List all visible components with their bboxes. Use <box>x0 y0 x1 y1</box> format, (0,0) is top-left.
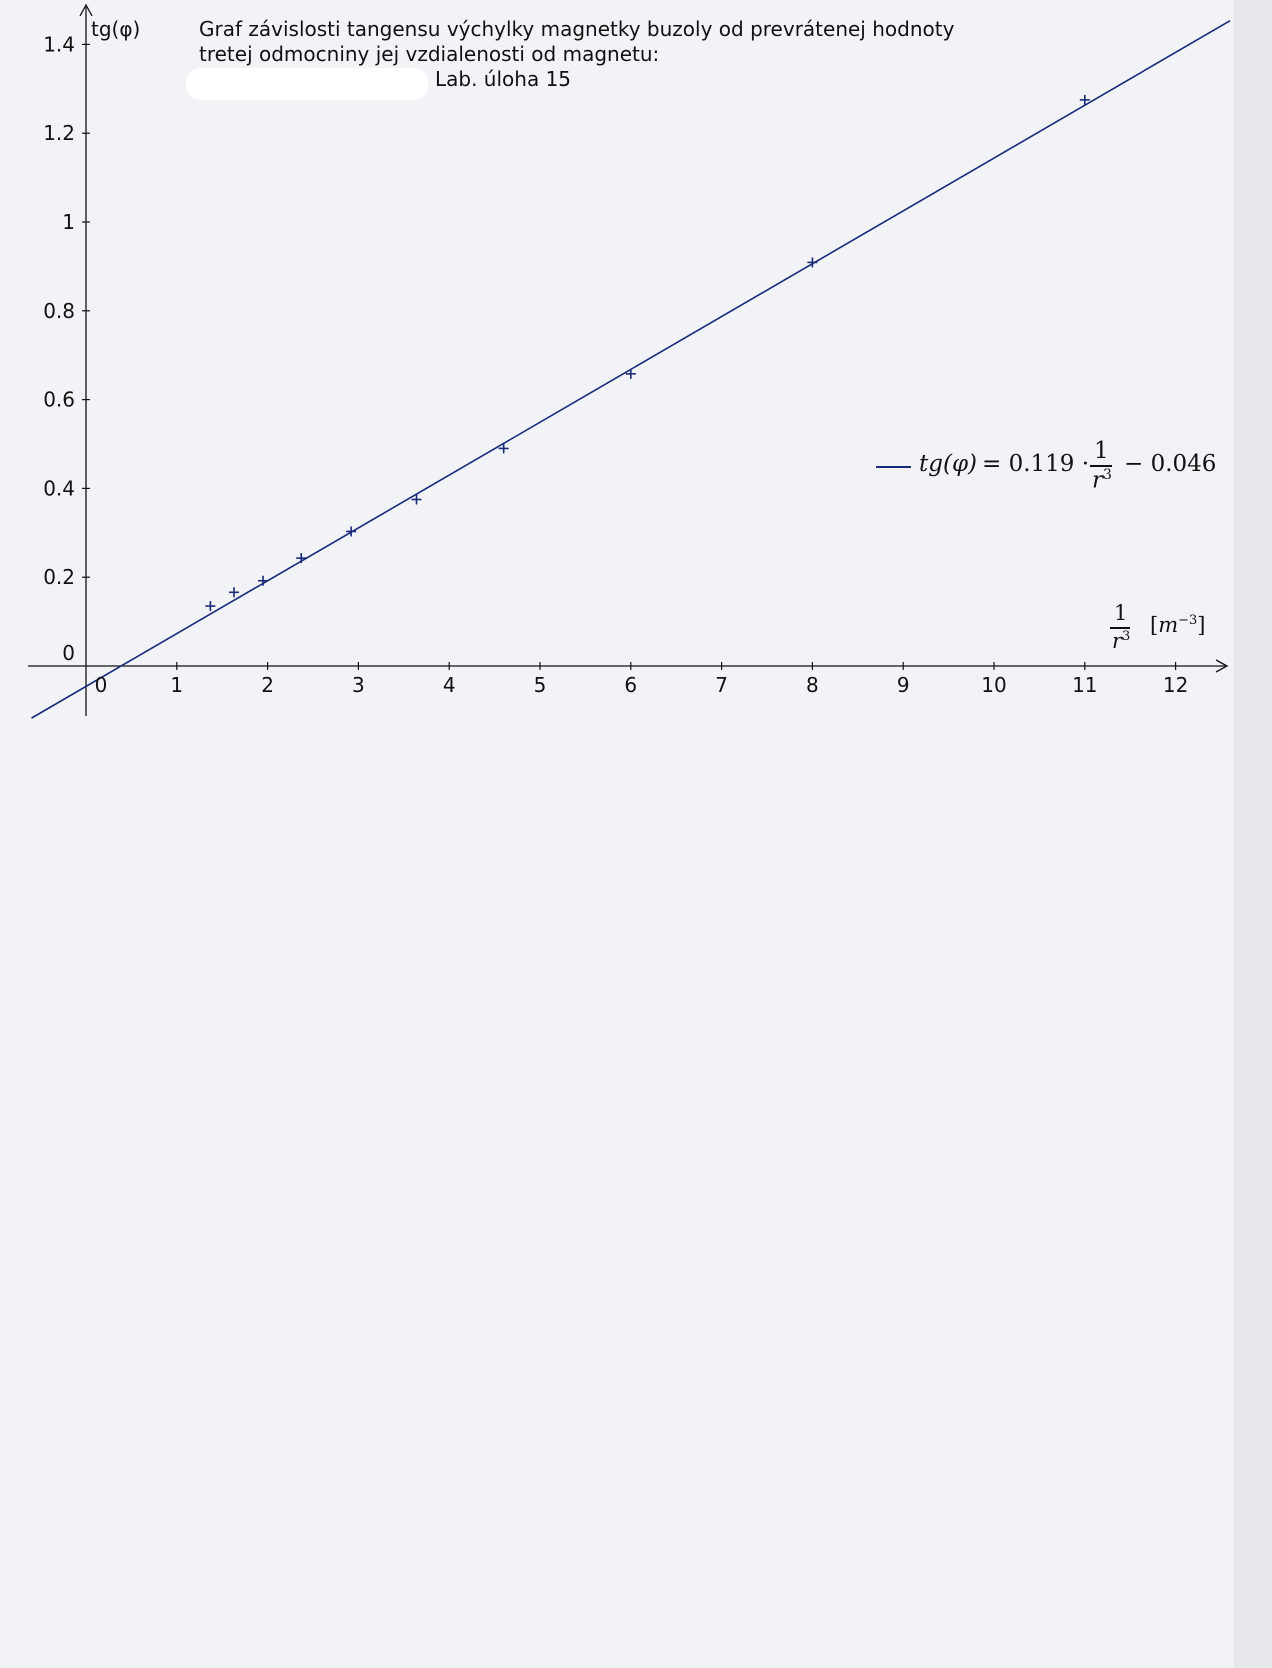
y-tick-label: 0.2 <box>43 565 75 589</box>
data-point <box>229 587 240 598</box>
data-point <box>498 443 509 454</box>
data-point <box>258 575 269 586</box>
y-tick-label: 0 <box>62 641 75 665</box>
unit-symbol: m <box>1158 613 1179 637</box>
y-tick-label: 0.8 <box>43 299 75 323</box>
x-tick-label: 8 <box>806 673 819 697</box>
legend-equals-coef: = 0.119 · <box>982 451 1090 477</box>
x-label-unit: [m−3] <box>1150 613 1206 637</box>
x-tick-label: 3 <box>352 673 365 697</box>
data-point <box>205 601 216 612</box>
legend-lhs: tg(φ) <box>919 451 978 477</box>
data-point <box>625 368 636 379</box>
data-point <box>296 553 307 564</box>
y-tick-label: 1.2 <box>43 121 75 145</box>
legend: tg(φ) = 0.119 · 1 r3 − 0.046 <box>876 438 1217 505</box>
x-tick-label: 11 <box>1072 673 1097 697</box>
x-axis-arrow <box>1215 659 1229 673</box>
x-tick-label: 1 <box>170 673 183 697</box>
data-points <box>205 94 1090 612</box>
data-point <box>1079 94 1090 105</box>
x-tick-label: 7 <box>715 673 728 697</box>
y-tick-label: 0.4 <box>43 476 75 500</box>
legend-fraction-denominator: r3 <box>1092 467 1112 494</box>
y-tick-label: 0.6 <box>43 388 75 412</box>
x-tick-label: 5 <box>534 673 547 697</box>
chart-title-line-1: Graf závislosti tangensu výchylky magnet… <box>199 17 955 41</box>
legend-line-swatch <box>876 466 911 468</box>
scan-edge <box>1234 0 1272 1668</box>
legend-fraction-bar <box>1090 465 1112 467</box>
x-label-numerator: 1 <box>1114 601 1128 625</box>
redacted-name-block <box>186 68 428 100</box>
y-tick-label: 1 <box>62 210 75 234</box>
data-point <box>411 494 422 505</box>
x-tick-label: 4 <box>443 673 456 697</box>
x-tick-label: 6 <box>624 673 637 697</box>
legend-fraction-numerator: 1 <box>1094 438 1109 464</box>
x-label-fraction-bar <box>1110 627 1130 629</box>
x-axis-label: 1 r3 [m−3] <box>1108 601 1228 665</box>
x-tick-label: 10 <box>981 673 1006 697</box>
x-label-den-exp: 3 <box>1122 629 1131 644</box>
x-tick-label: 9 <box>897 673 910 697</box>
unit-open-bracket: [ <box>1150 613 1159 637</box>
data-point <box>807 257 818 268</box>
y-tick-label: 1.4 <box>43 32 75 56</box>
x-label-den-var: r <box>1112 629 1123 653</box>
legend-intercept: − 0.046 <box>1124 451 1217 477</box>
chart-title-line-3: Lab. úloha 15 <box>435 67 572 91</box>
data-point <box>346 526 357 537</box>
unit-exponent: −3 <box>1178 613 1198 628</box>
y-axis-arrow <box>79 3 93 17</box>
legend-den-var: r <box>1092 467 1103 494</box>
x-tick-label: 2 <box>261 673 274 697</box>
axes <box>28 3 1229 716</box>
x-label-denominator: r3 <box>1112 629 1130 653</box>
chart-title-line-2: tretej odmocniny jej vzdialenosti od mag… <box>199 42 660 66</box>
legend-den-exp: 3 <box>1103 467 1112 483</box>
x-tick-label: 12 <box>1163 673 1188 697</box>
x-tick-label: 0 <box>95 673 108 697</box>
y-axis-label: tg(φ) <box>91 17 141 41</box>
unit-close-bracket: ] <box>1197 613 1206 637</box>
